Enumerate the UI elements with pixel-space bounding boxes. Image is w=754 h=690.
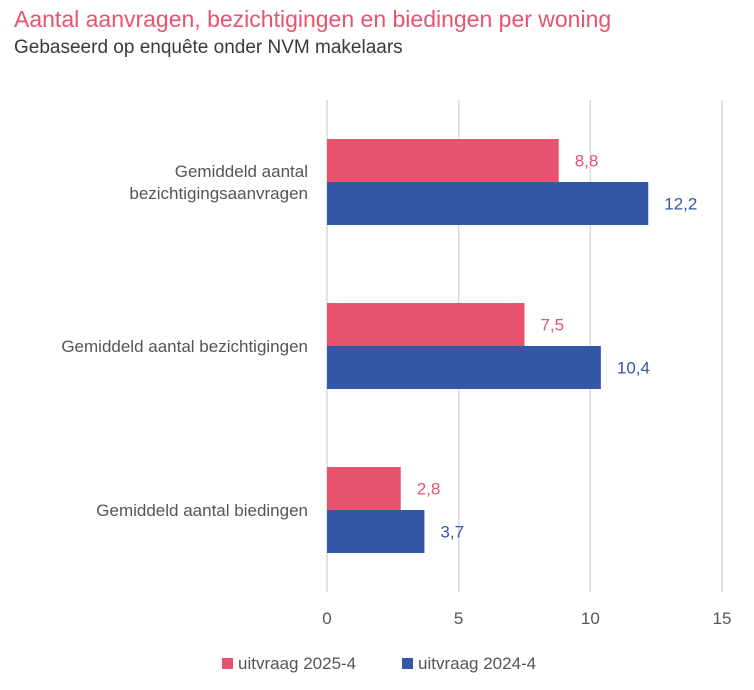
category-label: bezichtigingsaanvragen (129, 184, 308, 203)
bar-series-1 (327, 467, 401, 510)
legend-swatch (222, 658, 233, 669)
chart-subtitle: Gebaseerd op enquête onder NVM makelaars (14, 37, 403, 58)
x-tick-label: 0 (322, 609, 331, 628)
chart-title: Aantal aanvragen, bezichtigingen en bied… (14, 6, 612, 32)
category-labels: Gemiddeld aantal bezichtigingsaanvragen Ge… (61, 162, 308, 520)
bars (327, 139, 649, 553)
legend-label: uitvraag 2025-4 (238, 654, 356, 673)
data-label: 7,5 (541, 316, 565, 335)
bar-series-1 (327, 139, 559, 182)
category-label: Gemiddeld aantal bezichtigingen (61, 337, 308, 356)
x-tick-label: 15 (713, 609, 732, 628)
category-label: Gemiddeld aantal biedingen (96, 501, 308, 520)
data-labels: 8,8 7,5 2,8 12,2 10,4 3,7 (417, 152, 698, 542)
data-label: 10,4 (617, 359, 650, 378)
data-label: 8,8 (575, 152, 599, 171)
x-tick-label: 10 (581, 609, 600, 628)
bar-series-1 (327, 303, 525, 346)
legend-swatch (402, 658, 413, 669)
category-label: Gemiddeld aantal (175, 162, 308, 181)
bar-series-2 (327, 182, 649, 225)
bar-series-2 (327, 510, 425, 553)
data-label: 12,2 (664, 195, 697, 214)
x-tick-label: 5 (454, 609, 463, 628)
data-label: 2,8 (417, 480, 441, 499)
bar-series-2 (327, 346, 601, 389)
data-label: 3,7 (440, 523, 464, 542)
x-axis-ticks: 0 5 10 15 (322, 609, 731, 628)
legend: uitvraag 2025-4 uitvraag 2024-4 (222, 654, 536, 673)
legend-label: uitvraag 2024-4 (418, 654, 536, 673)
